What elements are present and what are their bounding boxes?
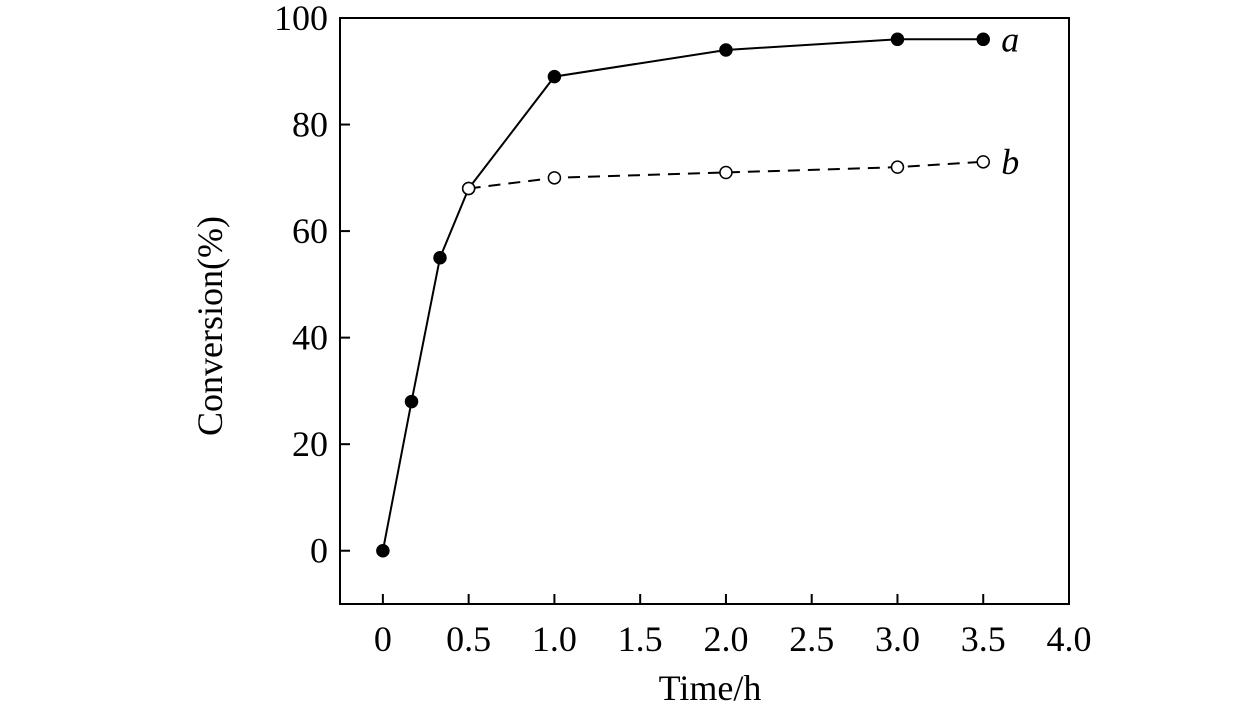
data-point — [719, 165, 733, 180]
plot-frame — [339, 17, 1070, 605]
data-point — [719, 43, 733, 57]
x-tick-label: 2.5 — [789, 619, 834, 659]
x-tick-label: 2.0 — [703, 619, 748, 659]
y-axis-label: Conversion(%) — [190, 216, 230, 436]
x-tick-label: 3.0 — [875, 619, 920, 659]
data-point — [404, 394, 419, 409]
y-tick-label: 100 — [274, 0, 328, 38]
x-tick-label: 4.0 — [1047, 619, 1092, 659]
data-point — [433, 250, 447, 265]
data-point — [461, 181, 476, 196]
x-tick-label: 0.5 — [446, 619, 491, 659]
x-axis-label: Time/h — [659, 668, 762, 708]
y-tick-label: 0 — [310, 531, 328, 571]
y-tick-label: 40 — [292, 318, 328, 358]
data-point — [976, 155, 990, 169]
x-tick-label: 1.0 — [532, 619, 577, 659]
series-label: a — [1001, 19, 1019, 59]
x-tick-label: 1.5 — [618, 619, 663, 659]
data-point — [376, 543, 390, 558]
data-point — [547, 171, 562, 185]
series-label: b — [1001, 142, 1019, 182]
y-tick-label: 80 — [292, 105, 328, 145]
data-point — [547, 69, 562, 84]
data-point — [890, 160, 905, 174]
x-tick-label: 0 — [374, 619, 392, 659]
data-point — [890, 32, 905, 47]
y-tick-label: 60 — [292, 211, 328, 251]
series-line — [381, 38, 984, 551]
data-point — [976, 32, 990, 47]
x-tick-label: 3.5 — [961, 619, 1006, 659]
y-tick-label: 20 — [292, 424, 328, 464]
